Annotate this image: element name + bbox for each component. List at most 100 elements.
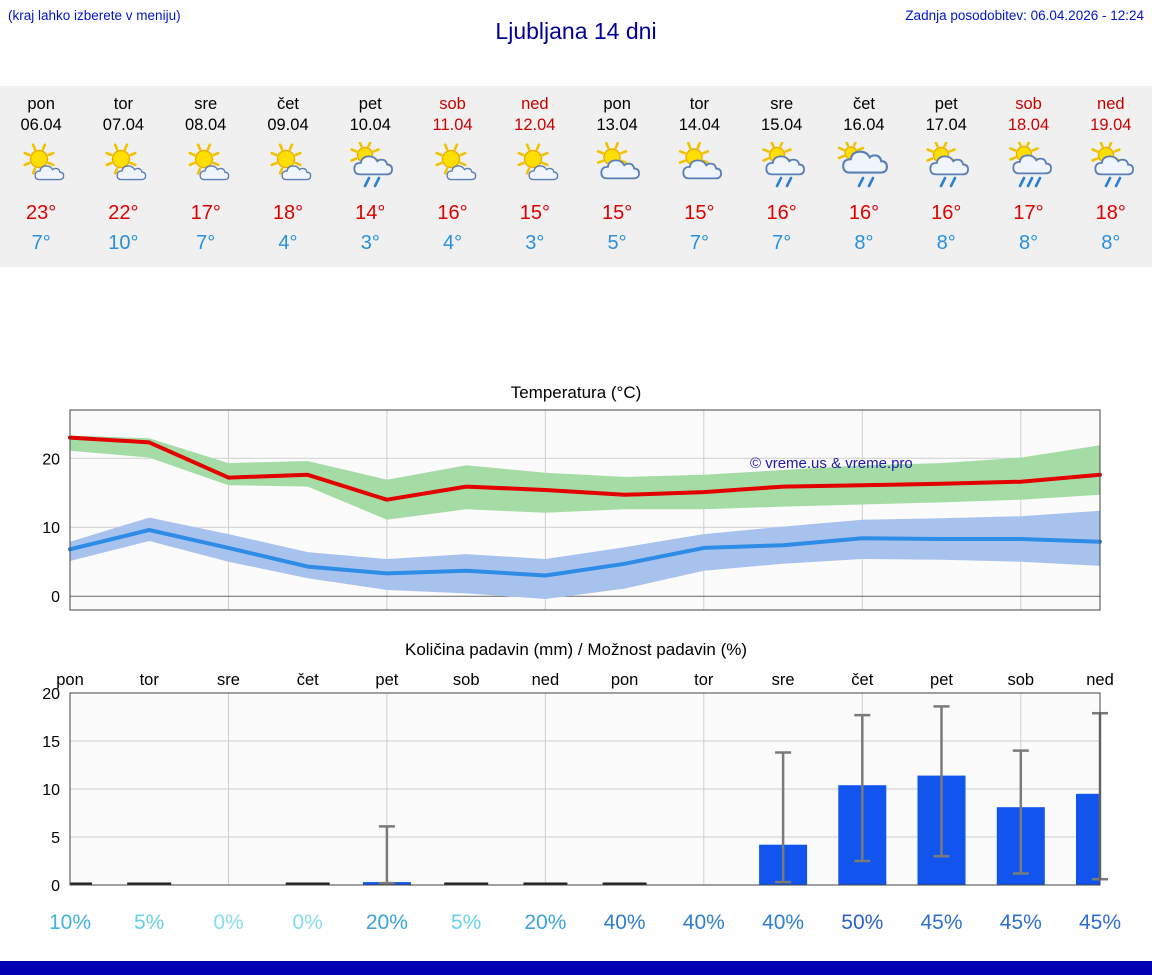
forecast-day[interactable]: pet 17.04 16° 8° <box>905 94 987 255</box>
svg-text:15: 15 <box>42 734 60 751</box>
forecast-strip: pon 06.04 23° 7° tor 07.04 22° 10° sre 08.04 17° 7°… <box>0 86 1152 267</box>
day-date: 10.04 <box>349 116 391 134</box>
precip-bar <box>444 882 489 885</box>
cloud-rain-icon <box>823 140 905 192</box>
precip-probability: 40% <box>603 911 646 934</box>
max-temp: 16° <box>437 202 468 224</box>
forecast-day[interactable]: pon 06.04 23° 7° <box>0 94 82 255</box>
precip-probability: 40% <box>762 911 805 934</box>
forecast-day[interactable]: ned 19.04 18° 8° <box>1070 94 1152 255</box>
max-temp: 16° <box>766 202 797 224</box>
footer-bar <box>0 961 1152 975</box>
svg-text:20: 20 <box>42 451 60 468</box>
sun-cloud-rain-icon <box>1070 140 1152 192</box>
min-temp: 8° <box>854 232 874 254</box>
day-date: 14.04 <box>678 116 721 134</box>
forecast-day[interactable]: sre 15.04 16° 7° <box>741 94 823 255</box>
watermark: © vreme.us & vreme.pro <box>750 455 913 472</box>
day-name: čet <box>852 95 875 113</box>
forecast-day[interactable]: sob 18.04 17° 8° <box>987 94 1069 255</box>
forecast-day[interactable]: ned 12.04 15° 3° <box>494 94 576 255</box>
min-temperature-band <box>70 510 1100 599</box>
forecast-day[interactable]: tor 07.04 22° 10° <box>82 94 164 255</box>
max-temp: 17° <box>190 202 221 224</box>
header: (kraj lahko izberete v meniju) Ljubljana… <box>0 0 1152 50</box>
svg-text:čet: čet <box>851 671 873 689</box>
precip-probability: 5% <box>451 911 482 934</box>
svg-text:ned: ned <box>532 671 560 689</box>
day-date: 08.04 <box>185 116 227 134</box>
day-date: 09.04 <box>267 116 309 134</box>
plot-border <box>69 692 1101 886</box>
precip-probability-row: 10% 5% 0% 0% 20% 5% 20% 40% 40% 40% 50% 45% 45% 45% <box>0 907 1152 945</box>
min-temp: 3° <box>525 232 545 254</box>
sun-cloud-heavy-rain-icon <box>987 140 1069 192</box>
menu-hint: (kraj lahko izberete v meniju) <box>8 8 181 23</box>
svg-text:sob: sob <box>453 671 480 689</box>
svg-text:sre: sre <box>772 671 795 689</box>
svg-text:0: 0 <box>51 589 60 606</box>
svg-text:tor: tor <box>140 671 160 689</box>
svg-text:tor: tor <box>694 671 714 689</box>
svg-text:pon: pon <box>56 671 84 689</box>
temperature-chart: 0 10 20 © vreme.us & vreme.pro <box>42 409 1102 611</box>
min-temp: 8° <box>1101 232 1121 254</box>
precip-probability: 5% <box>134 911 165 934</box>
max-temperature-line <box>68 435 1102 502</box>
min-temp: 8° <box>936 232 956 254</box>
sun-cloud-icon <box>576 140 658 192</box>
max-temp: 14° <box>355 202 386 224</box>
day-date: 07.04 <box>102 116 145 134</box>
page-title: Ljubljana 14 dni <box>495 18 657 44</box>
precip-probability: 45% <box>1078 911 1122 934</box>
sun-cloud-icon <box>658 140 740 192</box>
max-temp: 22° <box>108 202 139 224</box>
sun-small-cloud-icon <box>494 140 576 192</box>
day-name: čet <box>276 95 299 113</box>
min-temp: 8° <box>1018 232 1039 254</box>
day-date: 16.04 <box>843 116 885 134</box>
svg-text:ned: ned <box>1086 671 1114 689</box>
day-date: 18.04 <box>1007 116 1050 134</box>
forecast-day[interactable]: sob 11.04 16° 4° <box>411 94 493 255</box>
max-temperature-band <box>70 435 1100 520</box>
day-date: 13.04 <box>596 116 638 134</box>
forecast-day[interactable]: pon 13.04 15° 5° <box>576 94 658 255</box>
sun-cloud-rain-icon <box>741 140 823 192</box>
day-date: 15.04 <box>761 116 803 134</box>
day-date: 11.04 <box>432 116 473 134</box>
forecast-day[interactable]: sre 08.04 17° 7° <box>165 94 247 255</box>
svg-text:pet: pet <box>375 671 398 689</box>
svg-text:20: 20 <box>42 686 60 703</box>
max-temp: 23° <box>26 202 57 224</box>
min-temperature-line <box>68 528 1102 578</box>
sun-small-cloud-icon <box>0 140 82 192</box>
min-temp: 4° <box>278 232 298 254</box>
temperature-section: Temperatura (°C) 0 10 20 © vreme.us & vreme… <box>0 383 1152 618</box>
day-name: pet <box>934 95 958 113</box>
precip-probability: 50% <box>841 911 884 934</box>
precip-bar <box>523 882 568 885</box>
svg-text:čet: čet <box>297 671 319 689</box>
min-temp: 7° <box>196 232 216 254</box>
sun-small-cloud-icon <box>247 140 329 192</box>
max-temp: 18° <box>1095 202 1126 224</box>
day-name: sob <box>439 95 466 113</box>
svg-text:pet: pet <box>930 671 953 689</box>
precip-bar <box>70 882 92 885</box>
min-temp: 7° <box>772 232 792 254</box>
min-temp: 5° <box>607 232 627 254</box>
max-temp: 18° <box>272 202 304 224</box>
day-name: pon <box>27 95 55 113</box>
max-temp: 15° <box>684 202 715 224</box>
min-temp: 7° <box>31 232 51 254</box>
day-date: 06.04 <box>20 116 62 134</box>
forecast-day[interactable]: pet 10.04 14° 3° <box>329 94 411 255</box>
forecast-day[interactable]: tor 14.04 15° 7° <box>658 94 740 255</box>
min-temp: 7° <box>689 232 709 254</box>
forecast-day[interactable]: čet 16.04 16° 8° <box>823 94 905 255</box>
max-temp: 17° <box>1013 202 1044 224</box>
precip-probability: 45% <box>920 911 963 934</box>
forecast-day[interactable]: čet 09.04 18° 4° <box>247 94 329 255</box>
